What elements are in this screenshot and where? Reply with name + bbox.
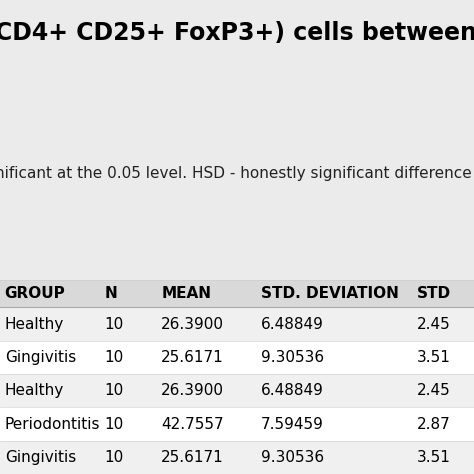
Bar: [0, 280, 474, 308]
Bar: [0, 308, 474, 341]
Bar: [0, 374, 474, 407]
Text: CD4+ CD25+ FoxP3+) cells between the g: CD4+ CD25+ FoxP3+) cells between the g: [0, 21, 474, 46]
Text: 10: 10: [104, 450, 124, 465]
Text: STD. DEVIATION: STD. DEVIATION: [261, 286, 399, 301]
Text: 25.6171: 25.6171: [161, 450, 224, 465]
Text: Periodontitis: Periodontitis: [5, 417, 100, 431]
Bar: [0, 407, 474, 441]
Text: 3.51: 3.51: [417, 350, 451, 365]
Text: Gingivitis: Gingivitis: [5, 450, 76, 465]
Text: 9.30536: 9.30536: [261, 350, 324, 365]
Text: 2.87: 2.87: [417, 417, 451, 431]
Text: nificant at the 0.05 level. HSD - honestly significant difference: nificant at the 0.05 level. HSD - honest…: [0, 166, 472, 181]
Text: 3.51: 3.51: [417, 450, 451, 465]
Text: STD: STD: [417, 286, 451, 301]
Text: Gingivitis: Gingivitis: [5, 350, 76, 365]
Text: 10: 10: [104, 350, 124, 365]
Text: 26.3900: 26.3900: [161, 317, 224, 332]
Text: 25.6171: 25.6171: [161, 350, 224, 365]
Text: 26.3900: 26.3900: [161, 383, 224, 398]
Text: 10: 10: [104, 383, 124, 398]
Text: 6.48849: 6.48849: [261, 317, 324, 332]
Text: 10: 10: [104, 317, 124, 332]
Text: 6.48849: 6.48849: [261, 383, 324, 398]
Text: Healthy: Healthy: [5, 383, 64, 398]
Text: Healthy: Healthy: [5, 317, 64, 332]
Text: 10: 10: [104, 417, 124, 431]
Text: 9.30536: 9.30536: [261, 450, 324, 465]
Text: N: N: [104, 286, 117, 301]
Text: 42.7557: 42.7557: [161, 417, 224, 431]
Text: 7.59459: 7.59459: [261, 417, 324, 431]
Text: 2.45: 2.45: [417, 383, 451, 398]
Text: 2.45: 2.45: [417, 317, 451, 332]
Bar: [0, 341, 474, 374]
Bar: [0, 441, 474, 474]
Text: MEAN: MEAN: [161, 286, 211, 301]
Text: GROUP: GROUP: [5, 286, 65, 301]
